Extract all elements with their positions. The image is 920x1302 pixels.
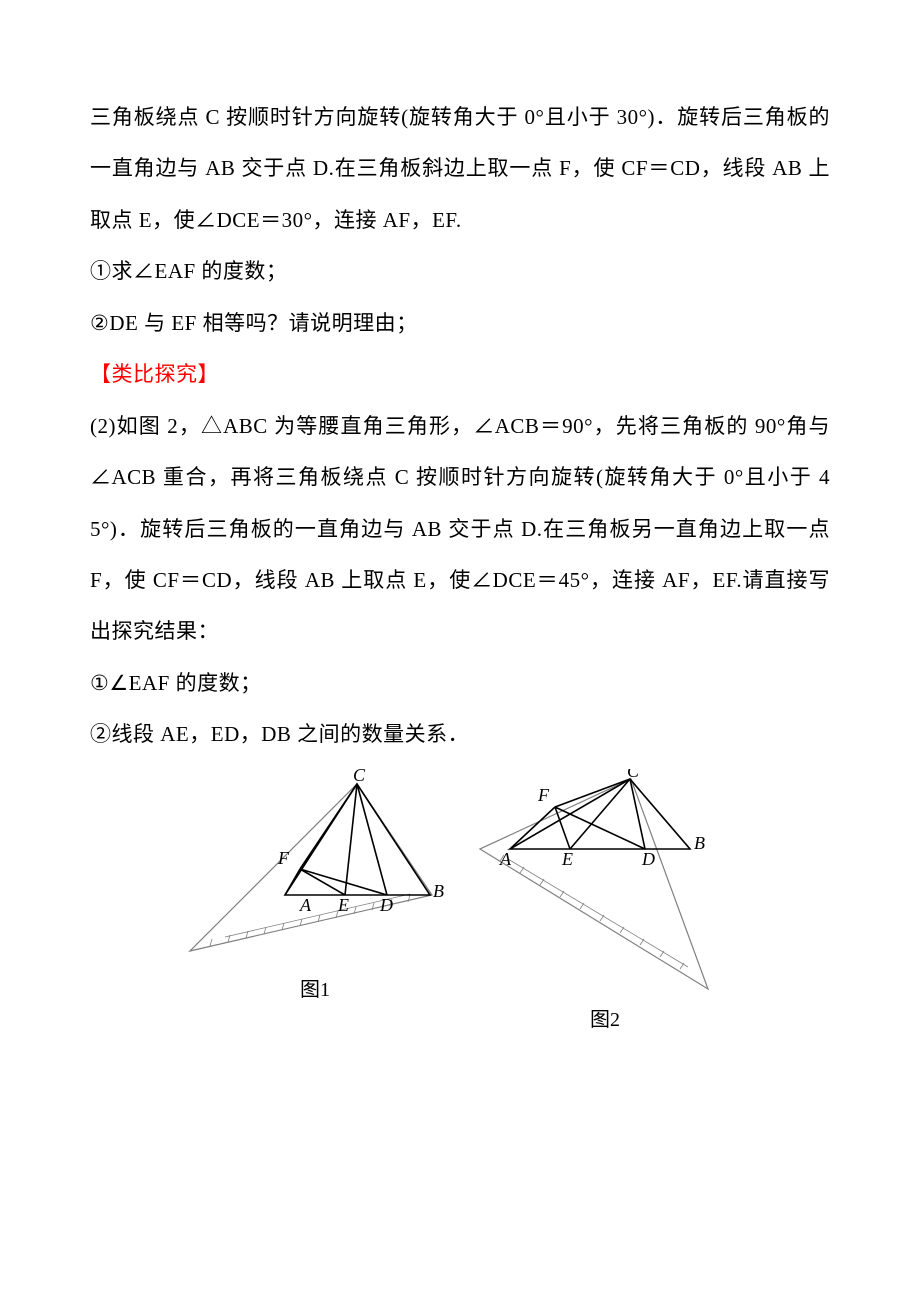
svg-text:B: B (694, 833, 705, 853)
figure-1-label: 图1 (300, 973, 330, 1002)
svg-text:F: F (277, 848, 290, 868)
svg-text:E: E (337, 895, 349, 915)
page: 三角板绕点 C 按顺时针方向旋转(旋转角大于 0°且小于 30°)．旋转后三角板… (0, 0, 920, 1302)
triangle-abc-1 (285, 784, 430, 895)
paragraph-3: ②DE 与 EF 相等吗？请说明理由； (90, 298, 830, 349)
svg-text:D: D (641, 849, 655, 869)
ruler-2 (480, 779, 708, 989)
inner-lines-2 (510, 779, 645, 849)
paragraph-4-red: 【类比探究】 (90, 349, 830, 400)
svg-text:A: A (299, 895, 312, 915)
figure-1: C F A E D B 图1 (180, 769, 450, 1032)
svg-text:F: F (537, 785, 550, 805)
svg-text:A: A (499, 849, 512, 869)
figure-1-svg: C F A E D B (180, 769, 450, 969)
paragraph-1: 三角板绕点 C 按顺时针方向旋转(旋转角大于 0°且小于 30°)．旋转后三角板… (90, 92, 830, 246)
labels-2: C F A E D B (499, 769, 705, 869)
figure-2-svg: C F A E D B (470, 769, 740, 999)
inner-lines-1 (285, 784, 387, 895)
figures-row: C F A E D B 图1 (90, 769, 830, 1032)
svg-text:C: C (627, 769, 640, 781)
paragraph-2: ①求∠EAF 的度数； (90, 246, 830, 297)
ruler-1 (190, 784, 432, 951)
paragraph-6: ①∠EAF 的度数； (90, 658, 830, 709)
svg-text:E: E (561, 849, 573, 869)
figure-2: C F A E D B 图2 (470, 769, 740, 1032)
paragraph-5: (2)如图 2，△ABC 为等腰直角三角形，∠ACB＝90°，先将三角板的 90… (90, 401, 830, 658)
labels-1: C F A E D B (277, 769, 444, 915)
svg-text:B: B (433, 881, 444, 901)
svg-text:D: D (379, 895, 393, 915)
paragraph-7: ②线段 AE，ED，DB 之间的数量关系． (90, 709, 830, 760)
svg-text:C: C (353, 769, 366, 785)
figure-2-label: 图2 (590, 1003, 620, 1032)
